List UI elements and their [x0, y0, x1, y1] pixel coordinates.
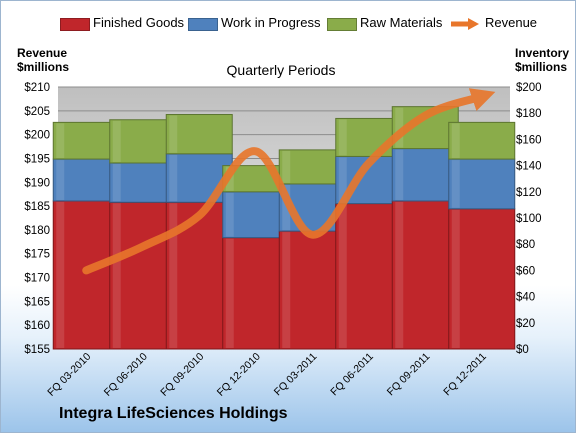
legend-label-raw-materials: Raw Materials: [360, 15, 443, 30]
bar-raw-materials-highlight: [282, 150, 291, 183]
legend-label-work-in-progress: Work in Progress: [221, 15, 321, 30]
bar-finished-goods: [448, 208, 516, 350]
left-tick-label: $185: [24, 201, 50, 213]
bar-finished-goods: [52, 200, 120, 350]
bar-work-in-progress-highlight: [451, 160, 460, 208]
x-tick-label: FQ 06-2010: [102, 351, 150, 399]
bar-finished-goods-highlight: [225, 238, 234, 348]
bar-work-in-progress-highlight: [225, 192, 234, 237]
bar-work-in-progress-highlight: [56, 160, 65, 200]
bar-finished-goods: [391, 200, 459, 350]
bar-work-in-progress-highlight: [282, 184, 291, 231]
legend-arrow-revenue: [451, 18, 479, 30]
bar-work-in-progress: [448, 158, 516, 210]
left-tick-label: $205: [24, 106, 50, 118]
bar-raw-materials: [52, 121, 120, 160]
x-tick-label: FQ 03-2010: [45, 351, 93, 399]
bar-raw-materials: [165, 114, 233, 155]
left-tick-label: $165: [24, 296, 50, 308]
bar-raw-materials-highlight: [112, 120, 121, 162]
legend-swatch-work-in-progress: [188, 18, 218, 31]
left-tick-label: $200: [24, 130, 50, 142]
bar-finished-goods-highlight: [395, 201, 404, 348]
right-axis-title-line2: $millions: [515, 60, 568, 74]
bar-finished-goods-highlight: [282, 232, 291, 348]
bar-finished-goods-highlight: [451, 209, 460, 348]
right-tick-label: $40: [516, 292, 535, 304]
bar-finished-goods-highlight: [112, 203, 121, 348]
bar-work-in-progress: [165, 153, 233, 203]
bar-finished-goods: [109, 201, 177, 350]
right-tick-label: $140: [516, 161, 542, 173]
left-tick-label: $155: [24, 344, 50, 356]
right-tick-label: $200: [516, 82, 542, 94]
left-axis-title: Revenue $millions: [17, 46, 69, 74]
legend-swatch-finished-goods: [60, 18, 90, 31]
bar-raw-materials: [448, 121, 516, 160]
x-tick-label: FQ 09-2011: [385, 351, 433, 399]
bar-work-in-progress-highlight: [395, 149, 404, 200]
left-tick-label: $210: [24, 82, 50, 94]
right-axis-title: Inventory $millions: [515, 46, 569, 74]
chart-title: Quarterly Periods: [226, 62, 336, 78]
right-tick-label: $120: [516, 187, 542, 199]
bar-finished-goods: [335, 203, 403, 350]
right-tick-label: $80: [516, 239, 535, 251]
right-tick-label: $20: [516, 318, 535, 330]
bar-raw-materials: [109, 119, 177, 164]
legend-label-finished-goods: Finished Goods: [93, 15, 185, 30]
right-tick-label: $160: [516, 134, 542, 146]
bar-work-in-progress-highlight: [169, 154, 178, 202]
right-axis-title-line1: Inventory: [515, 46, 570, 60]
bar-raw-materials-highlight: [451, 123, 460, 159]
x-tick-label: FQ 12-2010: [215, 351, 263, 399]
left-tick-label: $195: [24, 153, 50, 165]
x-tick-label: FQ 03-2011: [272, 351, 320, 399]
left-axis-title-line1: Revenue: [17, 46, 68, 60]
bar-finished-goods-highlight: [338, 204, 347, 348]
bar-work-in-progress: [109, 162, 177, 203]
left-axis-title-line2: $millions: [17, 60, 70, 74]
bar-work-in-progress: [391, 148, 459, 202]
x-tick-label: FQ 12-2011: [441, 351, 489, 399]
left-tick-label: $175: [24, 249, 50, 261]
left-tick-label: $160: [24, 320, 50, 332]
legend-swatch-raw-materials: [327, 18, 357, 31]
right-tick-label: $100: [516, 213, 542, 225]
legend-label-revenue: Revenue: [485, 15, 538, 30]
right-tick-label: $0: [516, 344, 529, 356]
bar-finished-goods: [222, 237, 290, 350]
right-tick-label: $60: [516, 265, 535, 277]
bar-work-in-progress-highlight: [112, 163, 121, 202]
right-tick-label: $180: [516, 108, 542, 120]
left-tick-label: $190: [24, 177, 50, 189]
bar-work-in-progress: [222, 191, 290, 239]
bar-finished-goods-highlight: [56, 201, 65, 348]
bar-raw-materials-highlight: [395, 107, 404, 148]
revenue-line: [82, 88, 496, 275]
left-tick-label: $170: [24, 273, 50, 285]
bar-raw-materials-highlight: [56, 123, 65, 159]
x-tick-label: FQ 09-2010: [158, 351, 206, 399]
bar-work-in-progress-highlight: [338, 157, 347, 203]
bar-raw-materials-highlight: [338, 119, 347, 156]
left-tick-label: $180: [24, 225, 50, 237]
bar-finished-goods-highlight: [169, 203, 178, 348]
bar-raw-materials-highlight: [169, 115, 178, 153]
bar-raw-materials: [278, 149, 346, 185]
legend: Finished Goods Work in Progress Raw Mate…: [1, 14, 575, 34]
company-name: Integra LifeSciences Holdings: [59, 405, 288, 422]
x-tick-label: FQ 06-2011: [328, 351, 376, 399]
